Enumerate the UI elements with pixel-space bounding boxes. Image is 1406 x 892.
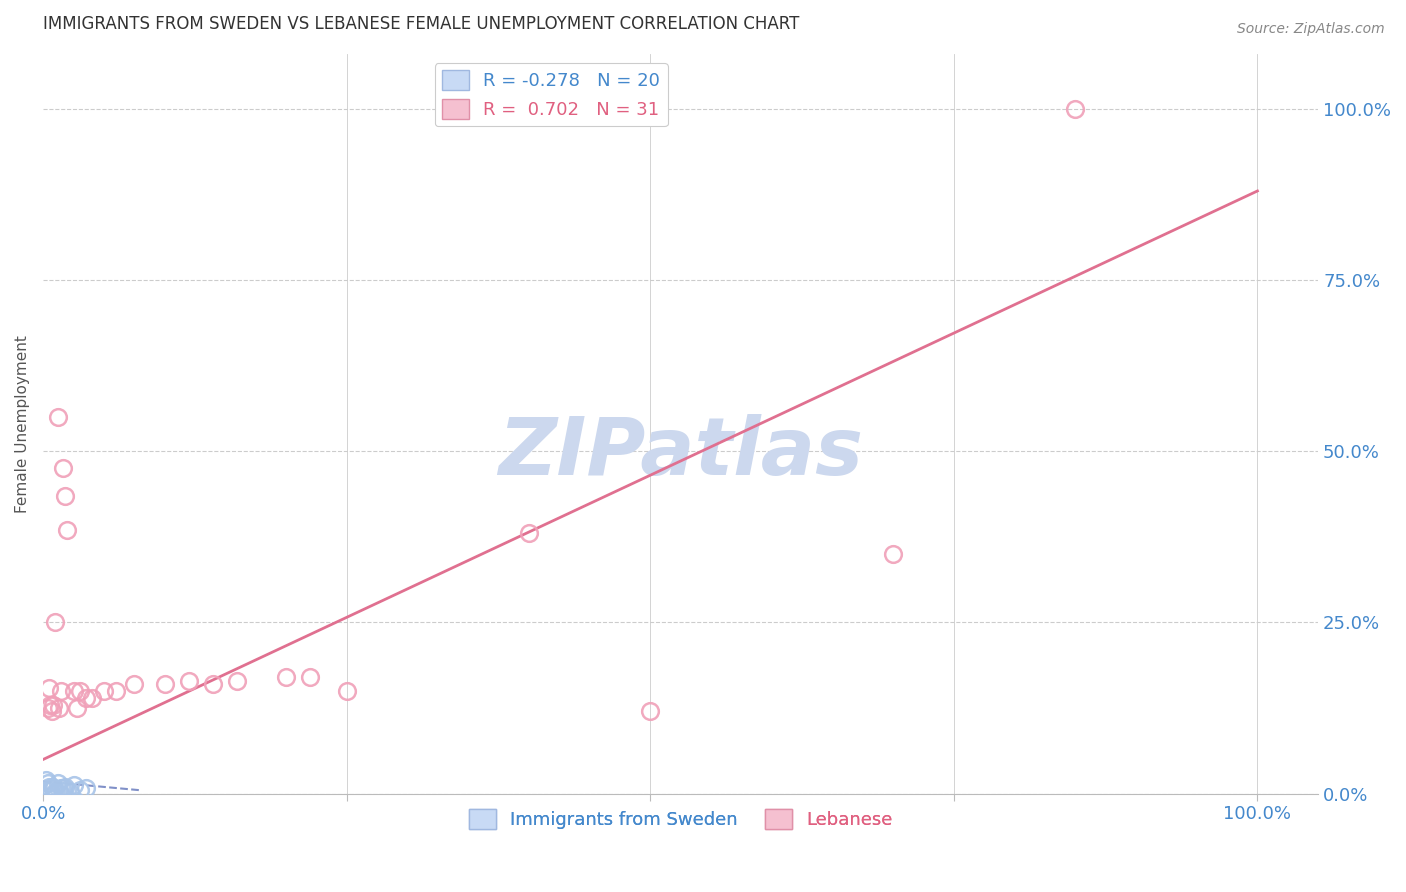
Text: IMMIGRANTS FROM SWEDEN VS LEBANESE FEMALE UNEMPLOYMENT CORRELATION CHART: IMMIGRANTS FROM SWEDEN VS LEBANESE FEMAL… <box>44 15 800 33</box>
Legend: Immigrants from Sweden, Lebanese: Immigrants from Sweden, Lebanese <box>461 802 900 837</box>
Text: Source: ZipAtlas.com: Source: ZipAtlas.com <box>1237 22 1385 37</box>
Text: ZIPatlas: ZIPatlas <box>498 415 863 492</box>
Y-axis label: Female Unemployment: Female Unemployment <box>15 334 30 513</box>
